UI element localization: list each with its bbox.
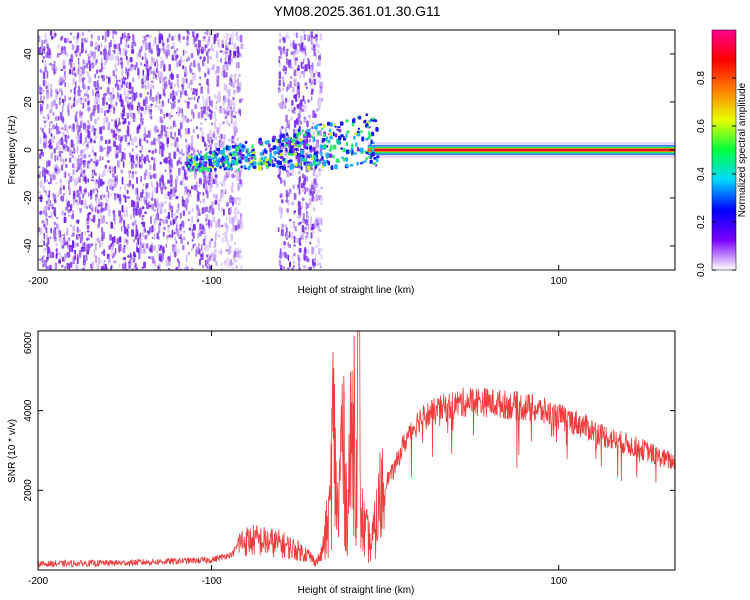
colorbar: 0.0 0.2 0.4 0.6 0.8 Normalized spectral ampl…: [696, 29, 748, 277]
spectrogram-plot-area: [38, 30, 675, 270]
snr-x-ticks: -200 -100 100: [28, 331, 567, 587]
spectrogram-y-ticks: -40 -20 0 20 40: [23, 48, 675, 253]
spectrogram-x-ticks: -200 -100 100: [28, 30, 567, 287]
snr-panel: -200 -100 100 2000 4000 6000 Height of strai…: [7, 330, 676, 596]
snr-x-tick-label: -100: [202, 576, 222, 587]
spectrogram-signal: [186, 113, 675, 173]
spectrogram-x-tick-label: 100: [550, 276, 567, 287]
snr-y-tick-label: 6000: [23, 331, 34, 354]
colorbar-tick-label: 0.2: [696, 215, 707, 229]
colorbar-scale: [711, 29, 737, 271]
spectrogram-x-tick-label: -200: [28, 276, 48, 287]
snr-y-tick-label: 2000: [23, 479, 34, 502]
spectrogram-y-tick-label: 40: [23, 48, 34, 60]
snr-series-line: [38, 331, 675, 568]
spectrogram-y-tick-label: 20: [23, 96, 34, 108]
colorbar-tick-label: 0.8: [696, 71, 707, 85]
snr-x-axis-label: Height of straight line (km): [298, 585, 415, 596]
colorbar-label: Normalized spectral amplitude: [737, 82, 748, 217]
spectrogram-noise: [38, 30, 324, 270]
snr-plot-area: [38, 331, 675, 568]
snr-x-tick-label: 100: [550, 576, 567, 587]
spectrogram-y-axis-label: Frequency (Hz): [7, 116, 18, 185]
spectrogram-y-tick-label: -40: [23, 238, 34, 253]
colorbar-tick-label: 0.4: [696, 167, 707, 181]
colorbar-ticks: 0.0 0.2 0.4 0.6 0.8: [696, 71, 736, 277]
snr-y-ticks: 2000 4000 6000: [23, 330, 675, 502]
snr-frame: [37, 330, 676, 571]
snr-x-tick-label: -200: [28, 576, 48, 587]
snr-y-tick-label: 4000: [23, 399, 34, 422]
colorbar-tick-label: 0.6: [696, 119, 707, 133]
spectrogram-x-axis-label: Height of straight line (km): [298, 285, 415, 296]
colorbar-tick-label: 0.0: [696, 263, 707, 277]
spectrogram-y-tick-label: 0: [23, 147, 34, 153]
chart-title: YM08.2025.361.01.30.G11: [273, 3, 440, 19]
spectrogram-x-tick-label: -100: [202, 276, 222, 287]
spectrogram-y-tick-label: -20: [23, 190, 34, 205]
snr-y-axis-label: SNR (10 * v/v): [7, 419, 18, 483]
